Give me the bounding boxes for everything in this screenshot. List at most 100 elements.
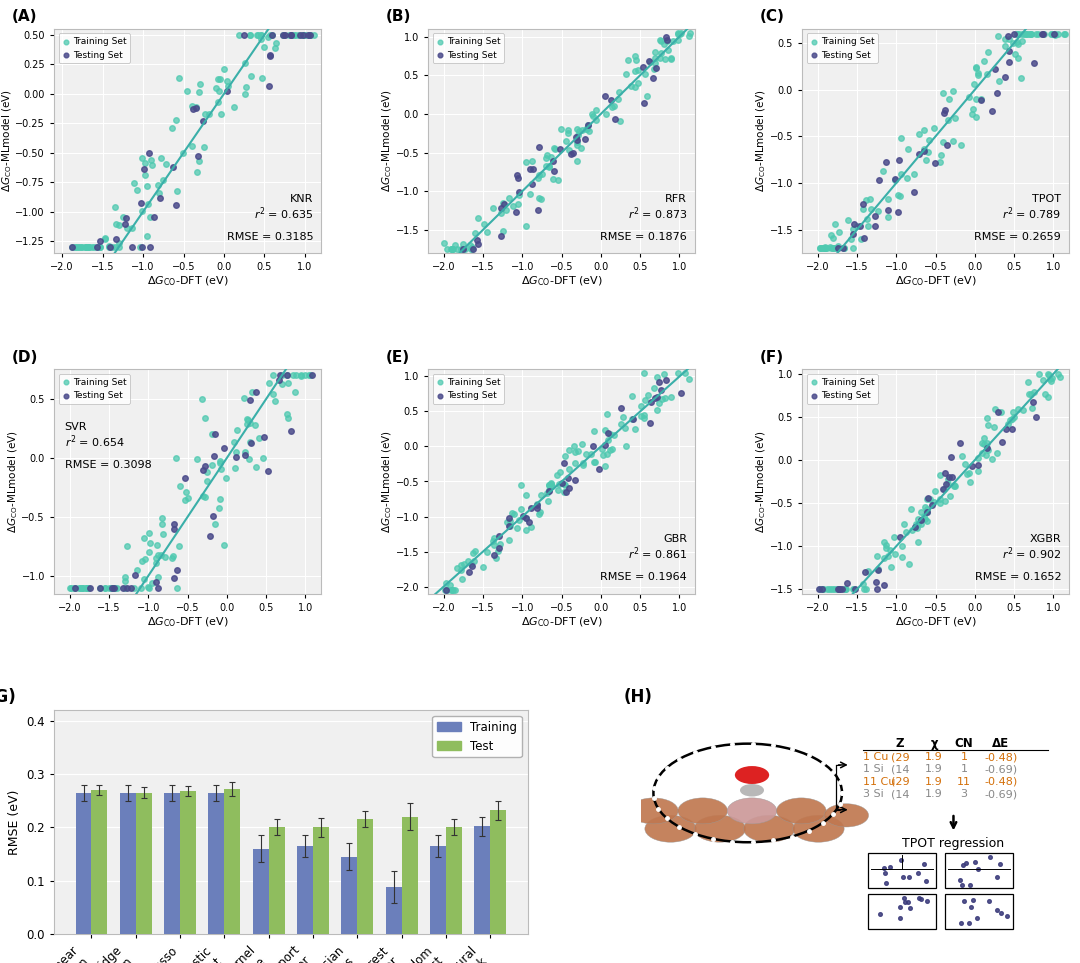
Bar: [208, 793, 225, 934]
Training Set: [909, 511, 927, 527]
Point: [894, 869, 912, 884]
Bar: [490, 810, 507, 934]
Training Set: [597, 422, 615, 437]
Training Set: [586, 455, 604, 470]
Training Set: [528, 496, 545, 511]
Point: [915, 856, 932, 872]
Training Set: [199, 473, 216, 488]
Point: [962, 899, 980, 915]
Training Set: [283, 27, 300, 42]
Training Set: [226, 460, 243, 476]
Training Set: [583, 107, 600, 122]
Training Set: [215, 61, 232, 76]
Training Set: [454, 237, 471, 252]
Training Set: [816, 240, 834, 255]
Training Set: [532, 167, 550, 182]
Text: TPOT regression: TPOT regression: [903, 837, 1004, 849]
Training Set: [444, 242, 461, 257]
Training Set: [436, 583, 454, 598]
Training Set: [492, 205, 510, 221]
Training Set: [886, 529, 903, 544]
Circle shape: [694, 816, 745, 843]
Training Set: [443, 583, 460, 598]
Testing Set: [136, 161, 153, 176]
Testing Set: [188, 100, 205, 116]
Point: [918, 873, 935, 889]
Text: χ: χ: [931, 737, 937, 750]
Text: (G): (G): [0, 688, 16, 706]
Text: (14: (14: [891, 765, 909, 774]
Training Set: [73, 240, 91, 255]
Training Set: [566, 445, 583, 460]
Training Set: [139, 196, 157, 212]
Testing Set: [237, 447, 254, 462]
Testing Set: [891, 152, 908, 168]
Training Set: [478, 545, 496, 560]
Training Set: [154, 526, 172, 541]
Point: [955, 857, 972, 872]
Training Set: [585, 454, 603, 469]
Training Set: [510, 195, 527, 211]
Training Set: [467, 544, 484, 560]
Training Set: [816, 241, 834, 256]
Training Set: [237, 87, 254, 102]
Testing Set: [511, 184, 528, 199]
Training Set: [542, 475, 559, 490]
Training Set: [467, 225, 484, 241]
Training Set: [91, 240, 108, 255]
Testing Set: [190, 148, 207, 164]
Training Set: [880, 209, 897, 224]
Training Set: [854, 577, 872, 592]
Testing Set: [165, 521, 183, 536]
Training Set: [988, 445, 1005, 460]
Training Set: [212, 454, 229, 469]
Testing Set: [91, 233, 108, 248]
Training Set: [549, 467, 566, 482]
Testing Set: [646, 390, 663, 405]
Training Set: [820, 582, 837, 597]
Training Set: [154, 172, 172, 188]
Training Set: [447, 583, 464, 598]
Training Set: [141, 210, 159, 225]
Training Set: [184, 139, 201, 154]
Training Set: [932, 495, 949, 510]
Text: RMSE = 0.2659: RMSE = 0.2659: [974, 232, 1062, 242]
Training Set: [219, 78, 237, 93]
Training Set: [849, 219, 866, 234]
Point: [968, 910, 985, 925]
Testing Set: [500, 510, 517, 526]
Testing Set: [944, 470, 961, 485]
Training Set: [252, 27, 269, 42]
Training Set: [983, 451, 1000, 466]
Training Set: [837, 582, 854, 597]
Training Set: [877, 537, 894, 553]
Training Set: [266, 39, 283, 55]
Testing Set: [951, 435, 969, 451]
Testing Set: [658, 30, 675, 45]
Training Set: [438, 242, 456, 257]
Training Set: [67, 580, 84, 595]
Testing Set: [64, 240, 81, 255]
Testing Set: [140, 145, 158, 161]
Training Set: [858, 582, 875, 597]
Testing Set: [303, 368, 321, 383]
Text: (D): (D): [11, 350, 38, 365]
Training Set: [172, 479, 189, 494]
Training Set: [846, 582, 863, 597]
Training Set: [602, 427, 619, 442]
Training Set: [818, 241, 835, 256]
Testing Set: [577, 131, 594, 146]
Training Set: [964, 101, 982, 117]
Training Set: [932, 147, 949, 163]
Point: [970, 861, 987, 876]
Testing Set: [939, 138, 956, 153]
Training Set: [860, 219, 877, 234]
Testing Set: [624, 411, 642, 427]
Training Set: [598, 446, 616, 461]
Training Set: [1022, 26, 1039, 41]
Testing Set: [983, 103, 1000, 118]
Testing Set: [851, 218, 868, 233]
Testing Set: [264, 27, 281, 42]
Training Set: [617, 66, 634, 82]
Testing Set: [846, 217, 863, 232]
